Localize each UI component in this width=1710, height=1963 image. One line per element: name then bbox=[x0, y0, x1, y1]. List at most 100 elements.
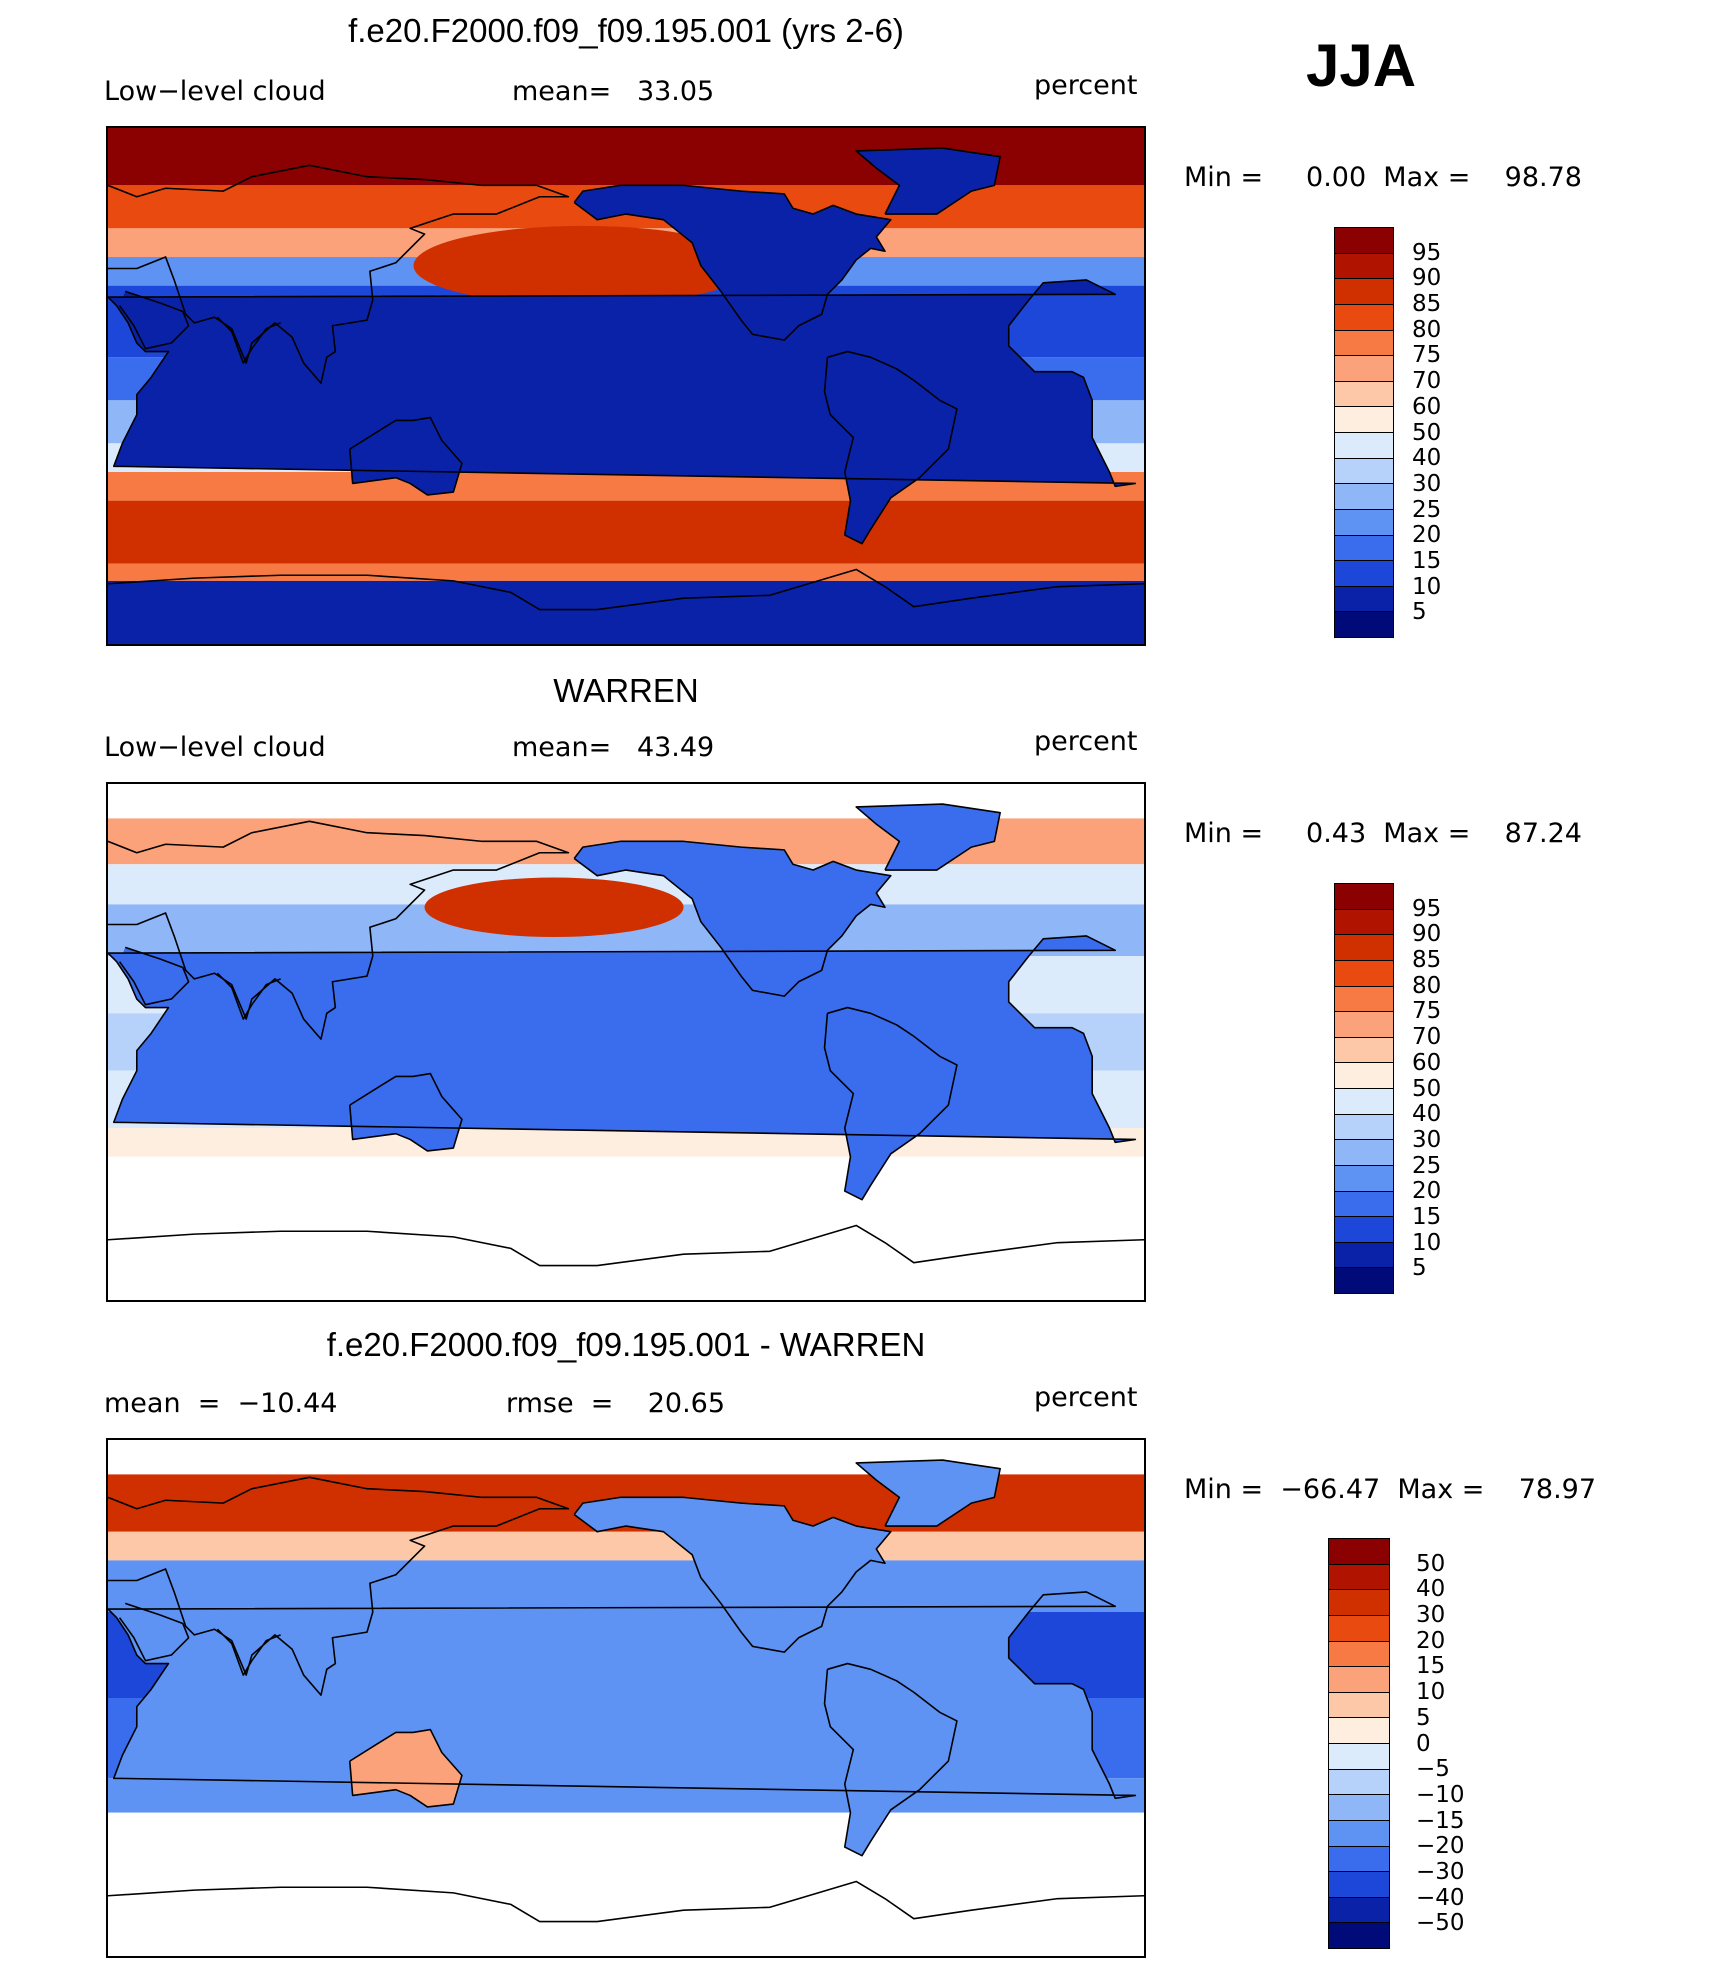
panel-1-variable-label: Low−level cloud bbox=[104, 76, 326, 107]
colorbar-swatch bbox=[1329, 1820, 1389, 1847]
panel-1-units-label: percent bbox=[1034, 70, 1138, 101]
colorbar-tick-label: −50 bbox=[1416, 1910, 1465, 1937]
panel-3-units-label: percent bbox=[1034, 1382, 1138, 1413]
colorbar-tick-label: 20 bbox=[1412, 522, 1442, 549]
colorbar-swatch bbox=[1329, 1769, 1389, 1796]
colorbar-tick-label: 90 bbox=[1412, 921, 1442, 948]
colorbar-tick-label: 60 bbox=[1412, 393, 1442, 420]
colorbar-swatch bbox=[1329, 1539, 1389, 1565]
colorbar-swatch bbox=[1335, 279, 1393, 305]
panel-2-map bbox=[106, 782, 1146, 1302]
colorbar-tick-label: 10 bbox=[1416, 1679, 1446, 1706]
colorbar-swatch bbox=[1335, 458, 1393, 485]
panel-3-rmse-label: rmse = 20.65 bbox=[506, 1388, 726, 1419]
panel-3-map bbox=[106, 1438, 1146, 1958]
colorbar-tick-label: 85 bbox=[1412, 291, 1442, 318]
colorbar-tick-label: 75 bbox=[1412, 998, 1442, 1025]
colorbar-tick-label: 95 bbox=[1412, 895, 1442, 922]
colorbar-swatch bbox=[1335, 1012, 1393, 1038]
colorbar-swatch bbox=[1329, 1564, 1389, 1591]
colorbar-swatch bbox=[1335, 935, 1393, 961]
colorbar-swatch bbox=[1329, 1615, 1389, 1642]
colorbar-swatch bbox=[1335, 1037, 1393, 1064]
colorbar-swatch bbox=[1335, 253, 1393, 280]
colorbar-swatch bbox=[1335, 1140, 1393, 1166]
panel-1-map bbox=[106, 126, 1146, 646]
colorbar-swatch bbox=[1335, 228, 1393, 254]
colorbar-tick-label: 25 bbox=[1412, 496, 1442, 523]
colorbar-tick-label: 40 bbox=[1412, 1101, 1442, 1128]
colorbar-swatch bbox=[1329, 1718, 1389, 1744]
colorbar-tick-label: 75 bbox=[1412, 342, 1442, 369]
colorbar-tick-label: 85 bbox=[1412, 947, 1442, 974]
colorbar-swatch bbox=[1335, 1114, 1393, 1141]
colorbar-swatch bbox=[1335, 986, 1393, 1013]
colorbar-tick-label: 5 bbox=[1412, 599, 1427, 626]
panel-1-title: f.e20.F2000.f09_f09.195.001 (yrs 2-6) bbox=[348, 12, 904, 49]
panel-2-variable-label: Low−level cloud bbox=[104, 732, 326, 763]
colorbar-tick-label: 15 bbox=[1412, 547, 1442, 574]
colorbar-tick-label: 30 bbox=[1416, 1602, 1446, 1629]
colorbar-swatch bbox=[1335, 509, 1393, 536]
colorbar-swatch bbox=[1329, 1846, 1389, 1873]
colorbar-swatch bbox=[1335, 1217, 1393, 1243]
colorbar-swatch bbox=[1335, 1089, 1393, 1115]
colorbar-tick-label: 50 bbox=[1412, 419, 1442, 446]
colorbar-tick-label: 60 bbox=[1412, 1049, 1442, 1076]
colorbar-swatch bbox=[1335, 960, 1393, 987]
colorbar-swatch bbox=[1335, 535, 1393, 562]
colorbar-tick-label: 5 bbox=[1412, 1255, 1427, 1282]
colorbar-swatch bbox=[1329, 1744, 1389, 1770]
colorbar-swatch bbox=[1335, 612, 1393, 637]
colorbar-swatch bbox=[1335, 381, 1393, 408]
colorbar-swatch bbox=[1329, 1667, 1389, 1693]
colorbar-swatch bbox=[1335, 1242, 1393, 1269]
colorbar-tick-label: 5 bbox=[1416, 1704, 1431, 1731]
colorbar-swatch bbox=[1335, 304, 1393, 331]
colorbar-swatch bbox=[1335, 356, 1393, 382]
colorbar-swatch bbox=[1329, 1590, 1389, 1616]
colorbar-tick-label: 15 bbox=[1412, 1203, 1442, 1230]
panel-3-colorbar bbox=[1328, 1538, 1390, 1949]
colorbar-tick-label: 20 bbox=[1412, 1178, 1442, 1205]
colorbar-tick-label: −40 bbox=[1416, 1884, 1465, 1911]
colorbar-tick-label: −30 bbox=[1416, 1858, 1465, 1885]
colorbar-tick-label: 70 bbox=[1412, 1024, 1442, 1051]
colorbar-swatch bbox=[1335, 484, 1393, 510]
colorbar-tick-label: 90 bbox=[1412, 265, 1442, 292]
colorbar-swatch bbox=[1335, 1268, 1393, 1293]
colorbar-swatch bbox=[1329, 1641, 1389, 1668]
colorbar-swatch bbox=[1329, 1923, 1389, 1948]
map-field bbox=[108, 1440, 1144, 1956]
panel-2-minmax: Min = 0.43 Max = 87.24 bbox=[1184, 818, 1582, 849]
colorbar-swatch bbox=[1329, 1795, 1389, 1821]
panel-3-title: f.e20.F2000.f09_f09.195.001 - WARREN bbox=[326, 1326, 926, 1363]
colorbar-tick-label: 95 bbox=[1412, 239, 1442, 266]
panel-1-minmax: Min = 0.00 Max = 98.78 bbox=[1184, 162, 1582, 193]
colorbar-swatch bbox=[1335, 433, 1393, 459]
colorbar-swatch bbox=[1335, 884, 1393, 910]
colorbar-tick-label: 30 bbox=[1412, 470, 1442, 497]
colorbar-tick-label: −5 bbox=[1416, 1756, 1450, 1783]
panel-2-colorbar bbox=[1334, 883, 1394, 1294]
colorbar-tick-label: 10 bbox=[1412, 1229, 1442, 1256]
colorbar-tick-label: 25 bbox=[1412, 1152, 1442, 1179]
colorbar-swatch bbox=[1335, 407, 1393, 433]
panel-1-mean-label: mean= 33.05 bbox=[512, 76, 715, 107]
colorbar-tick-label: 50 bbox=[1412, 1075, 1442, 1102]
colorbar-tick-label: −20 bbox=[1416, 1833, 1465, 1860]
colorbar-swatch bbox=[1335, 909, 1393, 936]
colorbar-swatch bbox=[1335, 1165, 1393, 1192]
colorbar-tick-label: 0 bbox=[1416, 1730, 1431, 1757]
colorbar-swatch bbox=[1335, 561, 1393, 587]
panel-2-title: WARREN bbox=[553, 672, 699, 709]
colorbar-swatch bbox=[1329, 1872, 1389, 1898]
panel-3-mean-label: mean = −10.44 bbox=[104, 1388, 338, 1419]
colorbar-tick-label: 30 bbox=[1412, 1126, 1442, 1153]
colorbar-swatch bbox=[1335, 1191, 1393, 1218]
colorbar-swatch bbox=[1335, 586, 1393, 613]
colorbar-tick-label: 50 bbox=[1416, 1550, 1446, 1577]
colorbar-tick-label: 10 bbox=[1412, 573, 1442, 600]
panel-1-colorbar bbox=[1334, 227, 1394, 638]
colorbar-tick-label: 70 bbox=[1412, 368, 1442, 395]
